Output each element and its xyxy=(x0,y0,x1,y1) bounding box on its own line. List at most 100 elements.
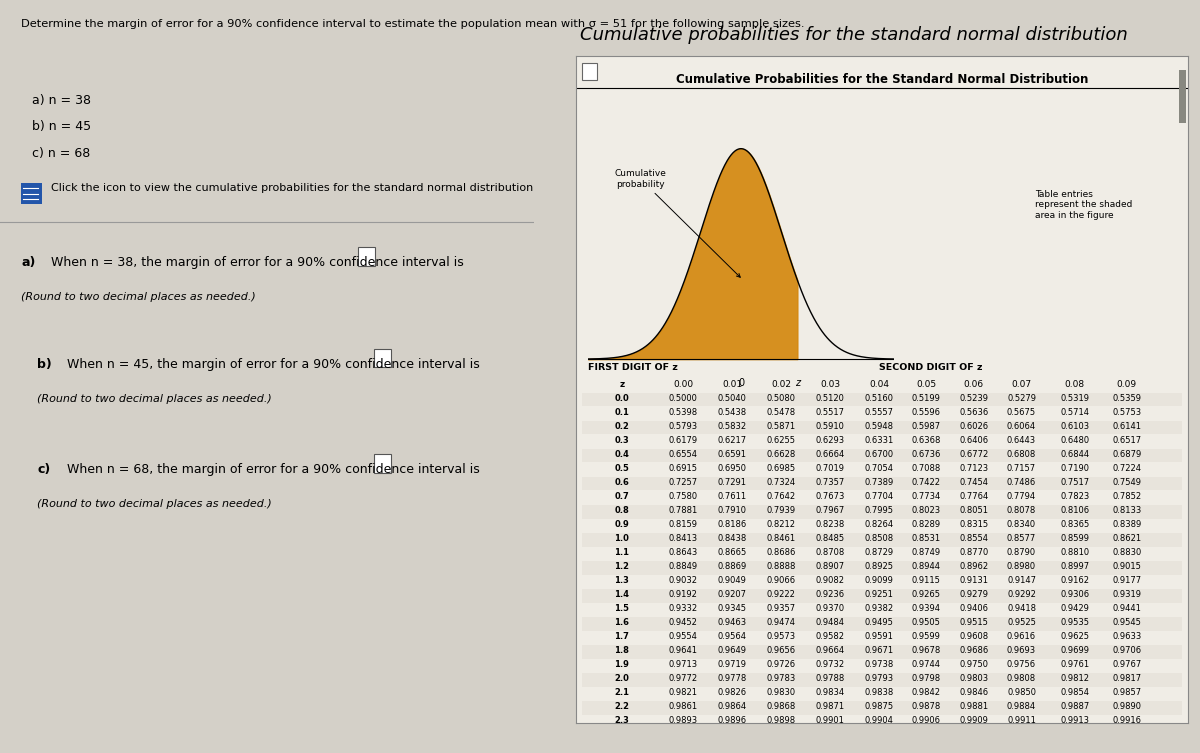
Text: 0.8599: 0.8599 xyxy=(1061,534,1090,543)
Text: 0.9099: 0.9099 xyxy=(864,576,893,585)
Text: 0.04: 0.04 xyxy=(869,380,889,389)
Text: z: z xyxy=(619,380,624,389)
Text: 0.8051: 0.8051 xyxy=(959,506,989,515)
Text: 0.9: 0.9 xyxy=(614,520,629,529)
Text: 1.8: 1.8 xyxy=(614,646,629,655)
Text: 0.9441: 0.9441 xyxy=(1112,604,1141,613)
Text: 0.7486: 0.7486 xyxy=(1007,478,1036,486)
Text: 0.9719: 0.9719 xyxy=(718,660,746,669)
Text: 0.5438: 0.5438 xyxy=(718,407,746,416)
Text: 0.6406: 0.6406 xyxy=(959,436,989,445)
FancyBboxPatch shape xyxy=(1180,70,1186,123)
Text: 0.9699: 0.9699 xyxy=(1061,646,1090,655)
Text: 0.7: 0.7 xyxy=(614,492,629,501)
Text: 0.5714: 0.5714 xyxy=(1061,407,1090,416)
Text: Determine the margin of error for a 90% confidence interval to estimate the popu: Determine the margin of error for a 90% … xyxy=(22,19,805,29)
Text: When n = 45, the margin of error for a 90% confidence interval is: When n = 45, the margin of error for a 9… xyxy=(67,358,480,370)
Text: 0.6591: 0.6591 xyxy=(718,450,746,459)
Text: 0.9750: 0.9750 xyxy=(959,660,989,669)
Text: 0.6443: 0.6443 xyxy=(1007,436,1036,445)
Text: 0.8315: 0.8315 xyxy=(959,520,989,529)
Text: 0.9826: 0.9826 xyxy=(718,688,746,697)
Text: 0.6517: 0.6517 xyxy=(1112,436,1141,445)
Text: 0.9066: 0.9066 xyxy=(767,576,796,585)
Text: b) n = 45: b) n = 45 xyxy=(32,120,91,133)
Text: 0.7088: 0.7088 xyxy=(912,464,941,473)
Text: 0.9744: 0.9744 xyxy=(912,660,941,669)
Text: 0.5000: 0.5000 xyxy=(668,394,697,403)
Text: 0.8389: 0.8389 xyxy=(1112,520,1141,529)
Text: 0.09: 0.09 xyxy=(1117,380,1136,389)
Text: 0.6179: 0.6179 xyxy=(668,436,697,445)
Text: 0.9793: 0.9793 xyxy=(864,674,894,683)
Text: 0.8159: 0.8159 xyxy=(668,520,697,529)
FancyBboxPatch shape xyxy=(582,660,1182,672)
Text: 0.8461: 0.8461 xyxy=(767,534,796,543)
Text: 0.9641: 0.9641 xyxy=(668,646,697,655)
Text: 0.6664: 0.6664 xyxy=(815,450,845,459)
Text: 0.08: 0.08 xyxy=(1064,380,1085,389)
Text: 0.9693: 0.9693 xyxy=(1007,646,1036,655)
Text: 1.9: 1.9 xyxy=(614,660,629,669)
Text: 0.9082: 0.9082 xyxy=(816,576,845,585)
Text: 0.9893: 0.9893 xyxy=(668,716,697,725)
Text: Click the icon to view the cumulative probabilities for the standard normal dist: Click the icon to view the cumulative pr… xyxy=(50,183,533,194)
Text: 0.6: 0.6 xyxy=(614,478,629,486)
Text: 0.8: 0.8 xyxy=(614,506,629,515)
Text: 0.4: 0.4 xyxy=(614,450,629,459)
FancyBboxPatch shape xyxy=(374,349,391,367)
FancyBboxPatch shape xyxy=(582,702,1182,715)
Text: 0.9909: 0.9909 xyxy=(959,716,989,725)
Text: 0.8849: 0.8849 xyxy=(668,562,697,571)
Text: 0.9854: 0.9854 xyxy=(1061,688,1090,697)
Text: 0.9564: 0.9564 xyxy=(718,632,746,641)
Text: 0.5987: 0.5987 xyxy=(912,422,941,431)
Text: 0.7324: 0.7324 xyxy=(767,478,796,486)
Text: 0.5596: 0.5596 xyxy=(912,407,941,416)
Text: 0.9761: 0.9761 xyxy=(1061,660,1090,669)
Text: 0.9812: 0.9812 xyxy=(1061,674,1090,683)
FancyBboxPatch shape xyxy=(582,449,1182,462)
FancyBboxPatch shape xyxy=(582,715,1182,729)
FancyBboxPatch shape xyxy=(582,547,1182,561)
Text: 0.9798: 0.9798 xyxy=(912,674,941,683)
Text: c) n = 68: c) n = 68 xyxy=(32,147,90,160)
Text: 0.6628: 0.6628 xyxy=(767,450,796,459)
Text: 0.8830: 0.8830 xyxy=(1112,548,1141,557)
Text: 0.5753: 0.5753 xyxy=(1112,407,1141,416)
Text: 0.5120: 0.5120 xyxy=(816,394,845,403)
Text: 0.7019: 0.7019 xyxy=(816,464,845,473)
Text: 0.9817: 0.9817 xyxy=(1112,674,1141,683)
Text: 0.9177: 0.9177 xyxy=(1112,576,1141,585)
Text: 0.00: 0.00 xyxy=(673,380,694,389)
Text: 0.9857: 0.9857 xyxy=(1112,688,1141,697)
Text: FIRST DIGIT OF z: FIRST DIGIT OF z xyxy=(588,363,678,372)
Text: 0.9875: 0.9875 xyxy=(864,702,894,711)
FancyBboxPatch shape xyxy=(582,590,1182,602)
Text: 0.6255: 0.6255 xyxy=(767,436,796,445)
Text: 0.9850: 0.9850 xyxy=(1007,688,1036,697)
Text: 0.6293: 0.6293 xyxy=(816,436,845,445)
Text: 0.7939: 0.7939 xyxy=(767,506,796,515)
Text: 0.7517: 0.7517 xyxy=(1061,478,1090,486)
Text: 0.9032: 0.9032 xyxy=(668,576,697,585)
Text: 0.7357: 0.7357 xyxy=(815,478,845,486)
Text: 0.9582: 0.9582 xyxy=(816,632,845,641)
Text: 0.8925: 0.8925 xyxy=(864,562,894,571)
Text: 0.9788: 0.9788 xyxy=(815,674,845,683)
Text: 0.9846: 0.9846 xyxy=(959,688,989,697)
Text: 0.9906: 0.9906 xyxy=(912,716,941,725)
Text: 0.7389: 0.7389 xyxy=(864,478,894,486)
Text: 0.9678: 0.9678 xyxy=(912,646,941,655)
FancyBboxPatch shape xyxy=(582,435,1182,449)
Text: 0.6103: 0.6103 xyxy=(1061,422,1090,431)
Text: 0.9370: 0.9370 xyxy=(816,604,845,613)
Text: 0.7549: 0.7549 xyxy=(1112,478,1141,486)
Text: 0.02: 0.02 xyxy=(772,380,791,389)
Text: 0.8770: 0.8770 xyxy=(959,548,989,557)
FancyBboxPatch shape xyxy=(582,645,1182,659)
Text: (Round to two decimal places as needed.): (Round to two decimal places as needed.) xyxy=(22,292,256,302)
Text: 0.9332: 0.9332 xyxy=(668,604,697,613)
Text: 0.9319: 0.9319 xyxy=(1112,590,1141,599)
Text: 0.9664: 0.9664 xyxy=(816,646,845,655)
